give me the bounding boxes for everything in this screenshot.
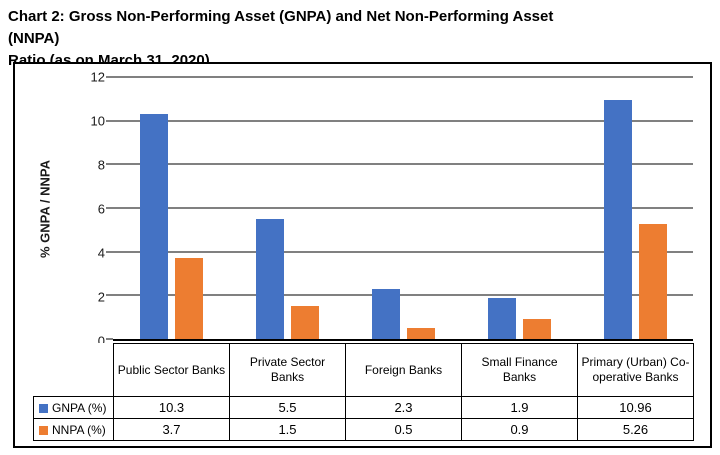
- value-gnpa-category-5: 10.96: [577, 396, 694, 419]
- value-nnpa-category-5: 5.26: [577, 418, 694, 441]
- y-tick-label-6: 6: [97, 201, 105, 217]
- bar-nnpa-category-1: [174, 258, 203, 339]
- y-tick-mark-10: [106, 120, 113, 122]
- legend-label-nnpa: NNPA (%): [52, 422, 106, 437]
- y-axis-title: % GNPA / NNPA: [37, 160, 53, 258]
- y-tick-label-0: 0: [97, 333, 105, 349]
- y-tick-mark-6: [106, 207, 113, 209]
- legend-cell-gnpa: GNPA (%): [33, 396, 114, 419]
- gridline-8: [113, 163, 693, 165]
- gridline-12: [113, 76, 693, 78]
- bar-gnpa-category-5: [603, 99, 632, 339]
- legend-swatch-icon-gnpa: [39, 403, 48, 413]
- value-nnpa-category-1: 3.7: [113, 418, 230, 441]
- value-gnpa-category-2: 5.5: [229, 396, 346, 419]
- bar-nnpa-category-2: [290, 306, 319, 339]
- bar-group-2: [229, 77, 345, 339]
- bar-gnpa-category-2: [255, 218, 284, 339]
- legend-swatch-icon-nnpa: [39, 425, 48, 435]
- bar-gnpa-category-3: [371, 288, 400, 339]
- value-nnpa-category-2: 1.5: [229, 418, 346, 441]
- value-nnpa-category-3: 0.5: [345, 418, 462, 441]
- gridline-4: [113, 251, 693, 253]
- bar-gnpa-category-4: [487, 297, 516, 339]
- bar-group-1: [113, 77, 229, 339]
- y-axis-ticks: 0 2 4 6 8 10 12: [67, 71, 105, 348]
- gridline-6: [113, 207, 693, 209]
- value-gnpa-category-4: 1.9: [461, 396, 578, 419]
- y-tick-label-4: 4: [97, 245, 105, 261]
- gridline-2: [113, 294, 693, 296]
- value-gnpa-category-1: 10.3: [113, 396, 230, 419]
- y-tick-label-2: 2: [97, 289, 105, 305]
- bar-nnpa-category-5: [638, 224, 667, 339]
- bar-group-3: [345, 77, 461, 339]
- y-tick-label-8: 8: [97, 157, 105, 173]
- chart-title-line1: Chart 2: Gross Non-Performing Asset (GNP…: [8, 8, 554, 47]
- bar-nnpa-category-3: [406, 328, 435, 339]
- category-header-2: Private Sector Banks: [229, 343, 346, 397]
- legend-label-gnpa: GNPA (%): [52, 400, 107, 415]
- value-gnpa-category-3: 2.3: [345, 396, 462, 419]
- y-tick-label-10: 10: [90, 113, 105, 129]
- bar-nnpa-category-4: [522, 319, 551, 339]
- value-nnpa-category-4: 0.9: [461, 418, 578, 441]
- y-tick-mark-8: [106, 163, 113, 165]
- gridline-10: [113, 120, 693, 122]
- plot-area: [106, 76, 693, 341]
- legend-cell-nnpa: NNPA (%): [33, 418, 114, 441]
- y-tick-mark-12: [106, 76, 113, 78]
- bar-gnpa-category-1: [139, 114, 168, 339]
- chart-area: % GNPA / NNPA 0 2 4 6 8 10 12 Public Sector Ba…: [13, 62, 712, 448]
- category-header-1: Public Sector Banks: [113, 343, 230, 397]
- y-tick-label-12: 12: [90, 69, 105, 85]
- y-tick-mark-2: [106, 294, 113, 296]
- bars-layer: [113, 77, 693, 339]
- y-tick-mark-0: [106, 338, 113, 340]
- table-corner-cell: [34, 344, 114, 397]
- category-header-4: Small Finance Banks: [461, 343, 578, 397]
- bar-group-4: [461, 77, 577, 339]
- data-table: Public Sector Banks Private Sector Banks F…: [33, 343, 694, 441]
- category-header-3: Foreign Banks: [345, 343, 462, 397]
- category-header-5: Primary (Urban) Co-operative Banks: [577, 343, 694, 397]
- y-tick-mark-4: [106, 251, 113, 253]
- bar-group-5: [577, 77, 693, 339]
